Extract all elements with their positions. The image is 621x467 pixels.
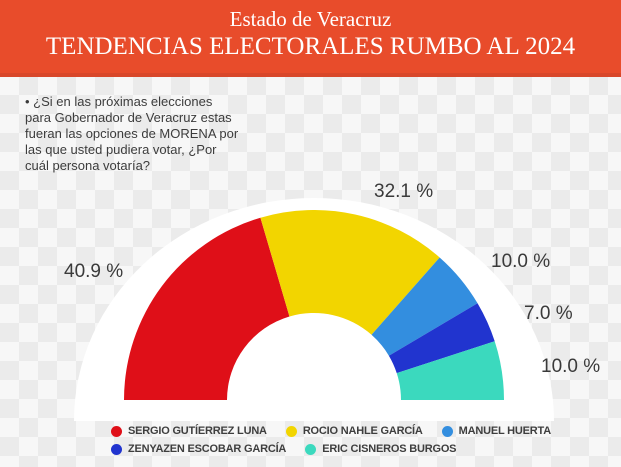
legend-dot-icon — [441, 425, 453, 437]
legend-label: ERIC CISNEROS BURGOS — [322, 443, 457, 455]
header-title: TENDENCIAS ELECTORALES RUMBO AL 2024 — [45, 33, 576, 60]
legend-row-2: ZENYAZEN ESCOBAR GARCÍA ERIC CISNEROS BU… — [111, 441, 551, 457]
donut-segment — [371, 257, 478, 356]
half-donut-chart — [124, 210, 504, 400]
legend-label: MANUEL HUERTA — [458, 425, 552, 437]
legend-dot-icon — [111, 443, 122, 455]
header-subtitle: Estado de Veracruz — [229, 7, 392, 31]
half-donut-svg — [124, 210, 504, 400]
legend-label: ZENYAZEN ESCOBAR GARCÍA — [128, 443, 287, 455]
donut-segment — [396, 341, 504, 400]
donut-segment — [260, 210, 440, 335]
legend-item-sergio-gutierrez: SERGIO GUTÍERREZ LUNA — [111, 425, 267, 437]
legend-item-eric-cisneros: ERIC CISNEROS BURGOS — [305, 443, 457, 455]
header-banner: Estado de Veracruz TENDENCIAS ELECTORALE… — [0, 0, 621, 77]
legend-label: ROCIO NAHLE GARCÍA — [302, 425, 423, 437]
legend-row-1: SERGIO GUTÍERREZ LUNA ROCIO NAHLE GARCÍA… — [111, 423, 551, 439]
legend-item-rocio-nahle: ROCIO NAHLE GARCÍA — [285, 425, 423, 437]
segment-value-sergio-gutierrez: 40.9 % — [64, 261, 124, 282]
question-line: fueran las opciones de MORENA por — [25, 126, 239, 141]
survey-question: • ¿Si en las próximas elecciones para Go… — [25, 94, 253, 174]
legend-label: SERGIO GUTÍERREZ LUNA — [128, 425, 267, 437]
donut-segment — [124, 217, 290, 400]
segment-value-rocio-nahle: 32.1 % — [374, 181, 434, 202]
legend-dot-icon — [111, 425, 122, 437]
question-line: • ¿Si en las próximas elecciones — [25, 94, 213, 109]
question-line: las que usted pudiera votar, ¿Por — [25, 142, 217, 157]
legend-dot-icon — [285, 425, 297, 437]
legend-item-zenyazen-escobar: ZENYAZEN ESCOBAR GARCÍA — [111, 443, 286, 455]
segment-value-manuel-huerta: 10.0 % — [491, 251, 551, 272]
question-line: cuál persona votaría? — [25, 158, 151, 173]
donut-segment — [388, 303, 495, 374]
question-line: para Gobernador de Veracruz estas — [25, 110, 232, 125]
segment-value-zenyazen-escobar: 7.0 % — [524, 303, 573, 324]
legend-item-manuel-huerta: MANUEL HUERTA — [441, 425, 552, 437]
segment-value-eric-cisneros: 10.0 % — [541, 356, 601, 377]
chart-legend: SERGIO GUTÍERREZ LUNA ROCIO NAHLE GARCÍA… — [111, 423, 551, 457]
legend-dot-icon — [305, 443, 317, 455]
